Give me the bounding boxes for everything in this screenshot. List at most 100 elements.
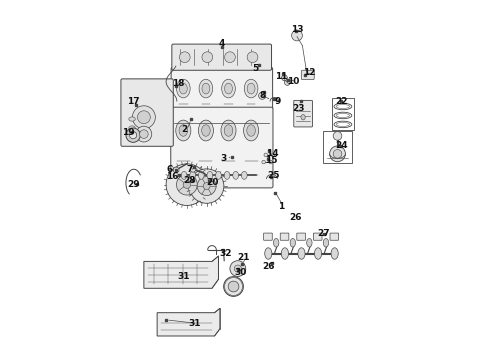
Circle shape (271, 153, 275, 157)
Circle shape (333, 149, 342, 158)
Bar (332, 98, 354, 130)
Circle shape (129, 132, 137, 139)
Ellipse shape (198, 120, 214, 141)
Ellipse shape (129, 126, 135, 130)
Ellipse shape (265, 248, 272, 259)
Ellipse shape (199, 79, 213, 98)
Text: 30: 30 (235, 268, 247, 277)
Circle shape (292, 30, 302, 41)
FancyBboxPatch shape (264, 233, 272, 240)
Text: 22: 22 (336, 96, 348, 105)
Text: 14: 14 (266, 149, 278, 158)
Text: 2: 2 (181, 125, 187, 134)
Circle shape (190, 169, 224, 203)
Circle shape (234, 265, 242, 272)
Text: 4: 4 (219, 39, 225, 48)
Circle shape (262, 160, 266, 164)
Ellipse shape (224, 125, 233, 136)
Circle shape (137, 111, 150, 124)
Ellipse shape (221, 120, 236, 141)
Ellipse shape (129, 117, 135, 121)
Circle shape (264, 153, 268, 157)
Text: 9: 9 (274, 96, 280, 105)
FancyBboxPatch shape (172, 44, 271, 70)
Circle shape (197, 177, 216, 195)
Ellipse shape (247, 125, 255, 136)
FancyBboxPatch shape (294, 100, 313, 127)
Text: 25: 25 (268, 171, 280, 180)
Ellipse shape (223, 276, 244, 296)
Text: 32: 32 (219, 249, 232, 258)
Text: 21: 21 (237, 253, 249, 262)
Ellipse shape (198, 171, 204, 179)
Circle shape (183, 181, 191, 188)
Text: 18: 18 (172, 79, 185, 88)
FancyBboxPatch shape (301, 70, 314, 80)
Ellipse shape (242, 171, 247, 179)
Ellipse shape (181, 171, 187, 179)
Ellipse shape (179, 83, 187, 94)
Circle shape (330, 146, 345, 162)
Circle shape (166, 164, 208, 206)
Text: 26: 26 (262, 262, 274, 271)
Text: 7: 7 (186, 165, 193, 174)
Ellipse shape (202, 52, 213, 63)
Text: 26: 26 (289, 213, 301, 222)
Circle shape (228, 281, 239, 292)
Ellipse shape (202, 83, 210, 94)
FancyBboxPatch shape (314, 233, 322, 240)
Text: 10: 10 (287, 77, 299, 86)
Ellipse shape (247, 83, 255, 94)
Ellipse shape (315, 248, 321, 259)
Circle shape (132, 106, 155, 129)
Ellipse shape (190, 171, 196, 179)
Text: 6: 6 (167, 165, 173, 174)
Text: 31: 31 (178, 272, 190, 281)
Ellipse shape (290, 238, 295, 247)
Text: 15: 15 (265, 156, 277, 165)
Circle shape (136, 126, 152, 142)
Polygon shape (157, 309, 220, 336)
Polygon shape (144, 256, 219, 288)
Ellipse shape (244, 120, 259, 141)
Ellipse shape (179, 125, 188, 136)
Ellipse shape (273, 238, 279, 247)
Ellipse shape (245, 79, 258, 98)
FancyBboxPatch shape (297, 233, 305, 240)
Ellipse shape (301, 114, 305, 120)
Text: 24: 24 (336, 141, 348, 150)
FancyBboxPatch shape (121, 79, 173, 146)
Ellipse shape (233, 171, 239, 179)
Circle shape (269, 160, 272, 164)
Bar (323, 131, 352, 163)
Text: 1: 1 (278, 202, 284, 211)
Text: 5: 5 (253, 64, 259, 73)
FancyBboxPatch shape (171, 107, 273, 188)
FancyBboxPatch shape (280, 233, 289, 240)
Ellipse shape (224, 52, 235, 63)
Text: 12: 12 (303, 68, 316, 77)
Circle shape (126, 128, 140, 142)
Circle shape (259, 92, 266, 99)
Text: 16: 16 (166, 172, 179, 181)
Ellipse shape (247, 52, 258, 63)
Text: 28: 28 (183, 176, 196, 185)
Text: 17: 17 (127, 96, 140, 105)
Text: 3: 3 (220, 154, 226, 163)
FancyBboxPatch shape (330, 233, 339, 240)
Text: 20: 20 (207, 178, 219, 187)
FancyBboxPatch shape (171, 67, 272, 110)
Ellipse shape (201, 125, 210, 136)
Text: 27: 27 (318, 229, 330, 238)
Text: 29: 29 (127, 180, 140, 189)
Ellipse shape (298, 248, 305, 259)
Circle shape (282, 75, 287, 81)
Circle shape (140, 130, 148, 138)
Text: 23: 23 (292, 104, 304, 113)
Ellipse shape (221, 79, 235, 98)
Ellipse shape (323, 238, 329, 247)
Ellipse shape (179, 52, 190, 63)
Text: 19: 19 (122, 128, 135, 137)
Text: 11: 11 (274, 72, 287, 81)
Ellipse shape (216, 171, 221, 179)
